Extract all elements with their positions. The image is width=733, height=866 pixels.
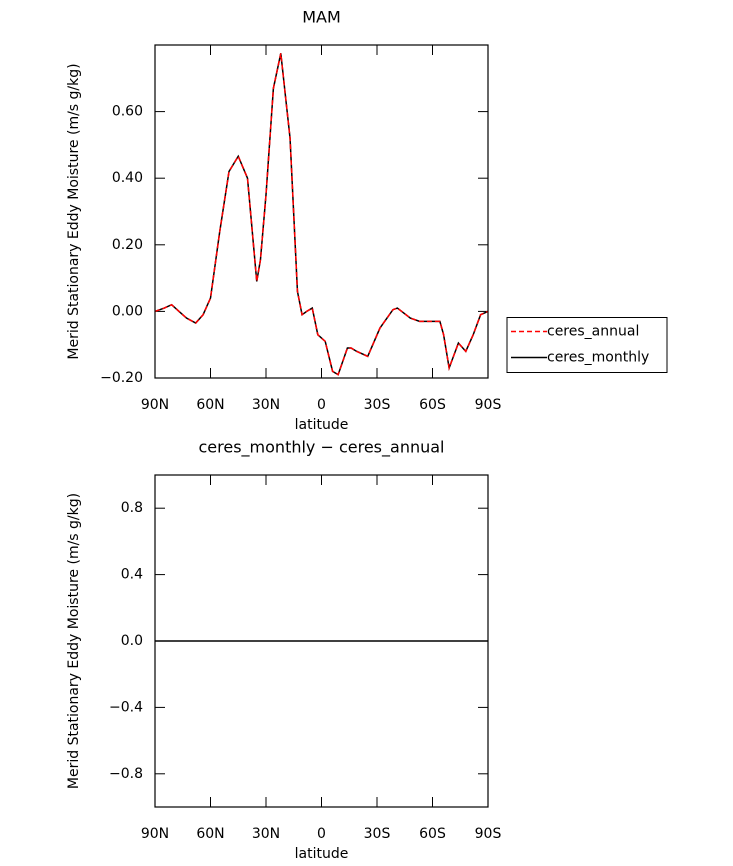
y-tick-label: 0.8 [121,500,143,516]
y-tick-label: 0.00 [112,303,143,319]
x-tick-label: 60N [196,397,224,413]
x-tick-label: 60S [419,826,446,842]
y-tick-label: −0.4 [109,699,143,715]
chart-title: MAM [302,8,341,27]
x-tick-label: 90S [475,397,502,413]
x-axis-label: latitude [295,417,349,433]
y-tick-label: −0.20 [100,370,143,386]
x-tick-label: 90N [141,826,169,842]
x-axis-label: latitude [295,846,349,862]
legend-label: ceres_annual [547,324,639,340]
y-tick-label: 0.60 [112,104,143,120]
x-tick-label: 60N [196,826,224,842]
x-tick-label: 30N [252,397,280,413]
legend-label: ceres_monthly [547,350,649,366]
x-tick-label: 30N [252,826,280,842]
legend-box [506,317,668,373]
y-axis-label: Merid Stationary Eddy Moisture (m/s g/kg… [66,63,82,359]
y-tick-label: −0.8 [109,766,143,782]
y-tick-label: 0.0 [121,633,143,649]
y-tick-label: 0.4 [121,567,143,583]
x-tick-label: 90S [475,826,502,842]
x-tick-label: 0 [317,826,326,842]
plot-frame [154,474,489,808]
plot-frame [154,44,489,379]
y-axis-label: Merid Stationary Eddy Moisture (m/s g/kg… [66,493,82,789]
x-tick-label: 30S [364,826,391,842]
x-tick-label: 0 [317,397,326,413]
x-tick-label: 90N [141,397,169,413]
x-tick-label: 30S [364,397,391,413]
y-tick-label: 0.40 [112,170,143,186]
series-line [154,53,489,376]
series-line [154,53,489,376]
y-tick-label: 0.20 [112,237,143,253]
chart-title: ceres_monthly − ceres_annual [199,438,445,458]
x-tick-label: 60S [419,397,446,413]
